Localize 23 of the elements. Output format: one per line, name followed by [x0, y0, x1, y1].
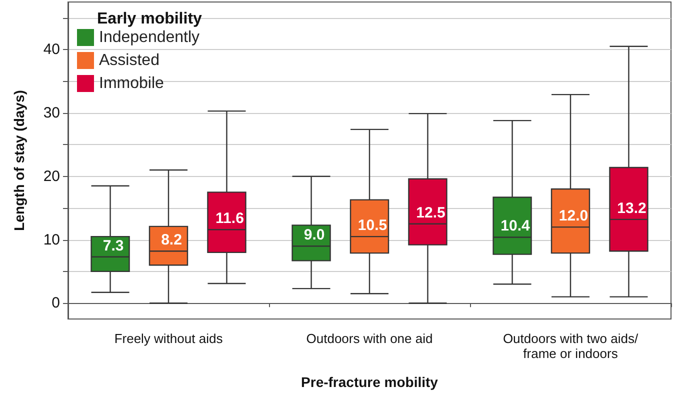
text: 10.5	[358, 217, 388, 234]
text: 7.3	[102, 237, 124, 254]
text: 9.0	[304, 226, 325, 244]
x-tick-label: Freely without aids	[114, 331, 224, 346]
x-tick-label: Outdoors with one aid	[306, 331, 433, 346]
y-tick-label: 40	[43, 41, 60, 58]
text: 8.2	[161, 232, 182, 249]
text: 12.5	[416, 204, 446, 222]
text: 10.4	[500, 218, 530, 235]
legend-label: Assisted	[99, 52, 160, 69]
legend-label: Immobile	[99, 75, 164, 92]
text: 13.2	[617, 200, 646, 217]
legend-title: Early mobility	[97, 10, 202, 28]
text: 11.6	[216, 210, 244, 228]
y-tick-label: 10	[43, 231, 60, 248]
x-tick-label: Outdoors with two aids/frame or indoors	[502, 331, 638, 361]
y-tick-label: 0	[52, 294, 60, 312]
legend-label: Independently	[99, 29, 200, 46]
y-tick-label: 20	[43, 168, 60, 185]
y-axis-title: Length of stay (days)	[11, 90, 27, 231]
y-tick-label: 30	[43, 104, 60, 122]
x-axis-title: Pre-fracture mobility	[301, 374, 438, 390]
text: 12.0	[558, 208, 588, 225]
